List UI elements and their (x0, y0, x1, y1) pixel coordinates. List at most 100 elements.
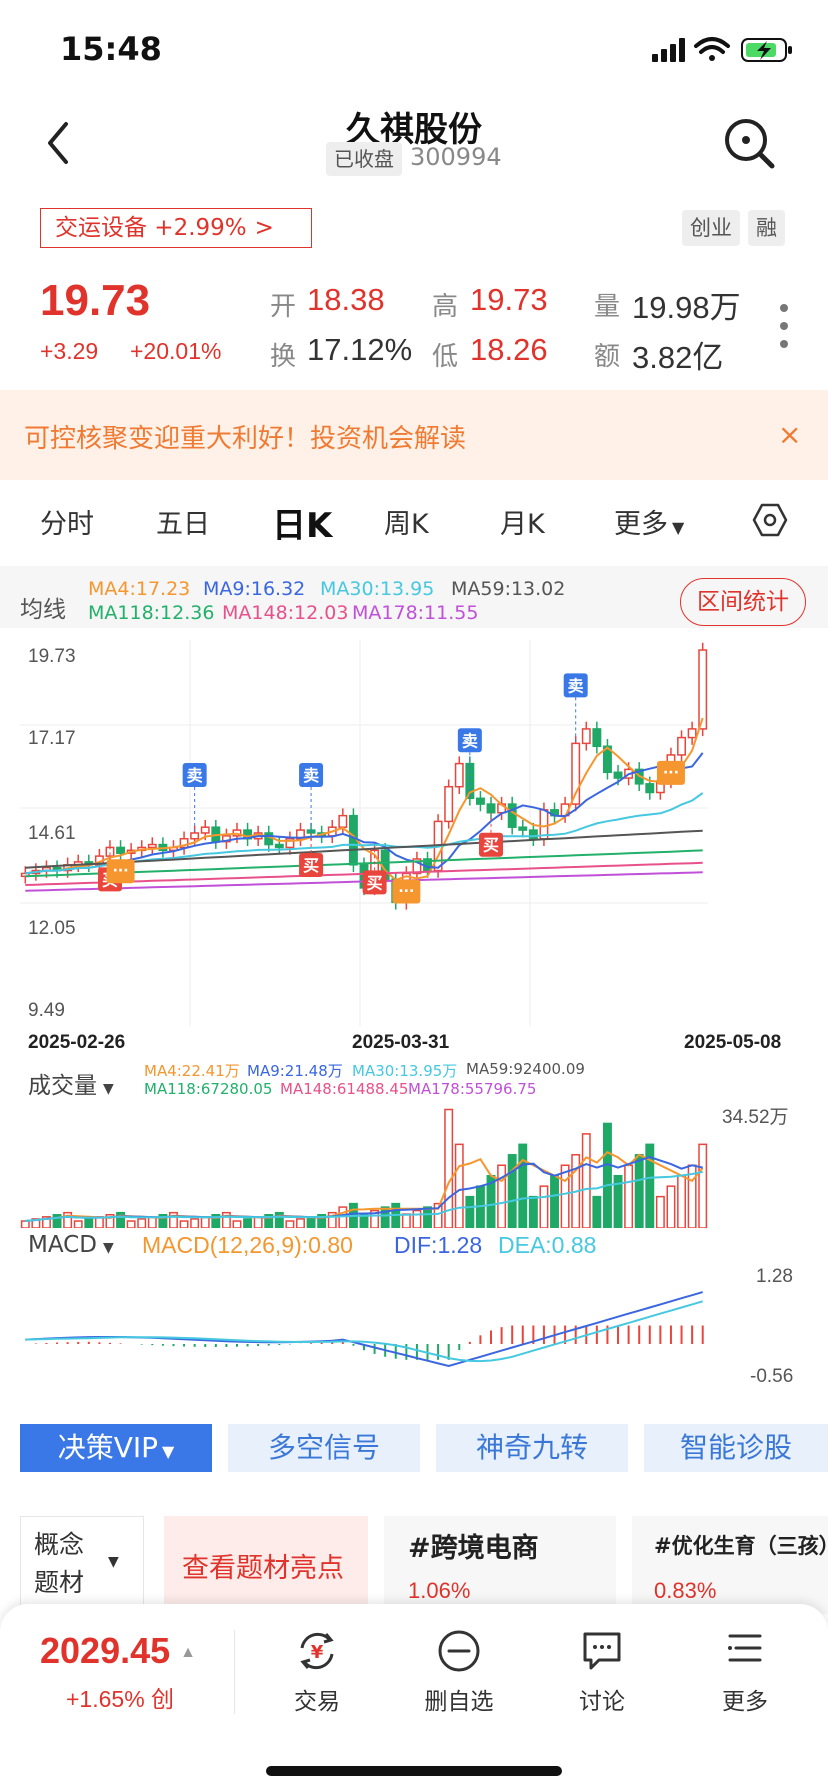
volume-bar (412, 1209, 422, 1228)
sell-signal-bg (457, 728, 482, 753)
close-icon[interactable]: × (778, 418, 802, 451)
volume-bar (423, 1206, 432, 1228)
theme-highlights-label[interactable]: 查看题材亮点 (182, 1553, 344, 1584)
board-tag-margin: 融 (748, 210, 785, 246)
remove-watchlist-icon[interactable] (436, 1628, 482, 1674)
volume-chart[interactable] (20, 1098, 808, 1228)
banner-text[interactable]: 可控核聚变迎重大利好！投资机会解读 (24, 424, 467, 454)
candle-body (264, 832, 274, 846)
macd-title[interactable]: MACD ▼ (28, 1232, 114, 1258)
more-vertical-icon[interactable] (774, 302, 794, 350)
volume-bar (105, 1214, 115, 1228)
volume-bar (296, 1218, 305, 1228)
more-signal: ··· (663, 765, 679, 781)
tab-five-day[interactable]: 五日 (156, 509, 210, 540)
settings-icon[interactable] (752, 502, 788, 538)
nav-trade[interactable]: 交易 (294, 1689, 340, 1715)
tab-monthly-k[interactable]: 月K (500, 509, 545, 540)
tab-more[interactable]: 更多 ▼ (614, 502, 684, 541)
caret-down-icon: ▼ (108, 1554, 119, 1570)
candle-body (475, 797, 485, 805)
volume-bar (179, 1220, 189, 1228)
candle-body (465, 762, 475, 800)
caret-down-icon: ▼ (103, 1081, 114, 1097)
news-banner[interactable] (0, 390, 828, 480)
nav-remove-watchlist[interactable]: 删自选 (424, 1689, 494, 1715)
date-label-end: 2025-05-08 (684, 1032, 782, 1053)
more-signal: ··· (113, 863, 129, 879)
ma118-line (25, 849, 703, 878)
range-stats-button[interactable]: 区间统计 (680, 578, 806, 626)
candle-body (518, 826, 528, 831)
macd-chart[interactable] (20, 1262, 808, 1392)
candle-body (486, 803, 496, 814)
decision-vip-button[interactable]: 决策VIP ▼ (20, 1424, 212, 1472)
tab-intraday[interactable]: 分时 (40, 509, 94, 540)
magic-nine-button[interactable]: 神奇九转 (436, 1424, 628, 1472)
battery-icon (741, 38, 792, 62)
tab-weekly-k[interactable]: 周K (384, 509, 429, 540)
open-value: 18.38 (307, 282, 385, 317)
cellular-signal-icon (652, 38, 685, 62)
volume-bar (698, 1143, 708, 1228)
volume-bar (327, 1211, 337, 1228)
price-axis-label: 12.05 (28, 918, 76, 939)
volume-bar (126, 1220, 136, 1228)
svg-text:¥: ¥ (311, 1642, 324, 1663)
caret-down-icon: ▼ (102, 1240, 114, 1256)
volume-bar (666, 1185, 676, 1228)
volume-bar (317, 1214, 327, 1228)
theme-highlights-card[interactable] (164, 1516, 368, 1614)
candle-body (571, 742, 581, 805)
smart-diagnosis-button[interactable]: 智能诊股 (644, 1424, 828, 1472)
volume-bar (264, 1214, 274, 1228)
topic-card[interactable] (384, 1516, 616, 1614)
date-label-start: 2025-02-26 (28, 1032, 126, 1053)
volume-bar (232, 1220, 242, 1228)
volume-ma-item: MA59:92400.09 (466, 1060, 585, 1078)
sector-tag[interactable]: 交运设备 +2.99% > (40, 208, 312, 248)
trade-icon[interactable]: ¥ (294, 1628, 340, 1674)
buy-signal-bg (479, 832, 504, 857)
more-signal: ··· (398, 883, 414, 899)
more-signal-bg (392, 879, 421, 904)
price-axis-label: 17.17 (28, 728, 76, 749)
menu-icon[interactable] (722, 1628, 768, 1674)
ma-item: MA9:16.32 (203, 578, 306, 600)
back-button[interactable] (40, 118, 80, 168)
volume-bar (634, 1154, 644, 1228)
buy-signal-bg (299, 852, 324, 877)
index-value[interactable]: 2029.45 ▲ (40, 1630, 196, 1672)
volume-bar (401, 1213, 411, 1228)
kline-chart[interactable]: 买买买买卖卖卖卖········· (20, 640, 808, 1026)
ma-title: 均线 (20, 597, 66, 623)
candle-body (274, 843, 284, 849)
volume-bar (539, 1185, 549, 1228)
dif-line (25, 1291, 703, 1368)
wifi-icon (694, 37, 730, 61)
index-tag: 创 (151, 1686, 175, 1712)
volume-ma-item: MA118:67280.05 (144, 1080, 273, 1098)
candle-body (116, 846, 126, 854)
long-short-signal-button[interactable]: 多空信号 (228, 1424, 420, 1472)
discussion-icon[interactable] (579, 1628, 625, 1674)
candle-body (613, 771, 623, 779)
nav-more[interactable]: 更多 (722, 1689, 768, 1715)
volume-bar (274, 1211, 284, 1228)
topic-card[interactable] (632, 1516, 828, 1614)
candle-body (528, 829, 538, 840)
volume-ma-item: MA148:61488.45 (280, 1080, 409, 1098)
price-axis-label: 14.61 (28, 823, 76, 844)
candle-body (592, 728, 602, 748)
volume-bar (243, 1218, 253, 1228)
tab-daily-k[interactable]: 日K (272, 506, 333, 546)
index-value-text: 2029.45 (40, 1630, 171, 1671)
ma-item: MA4:17.23 (88, 578, 191, 600)
volume-bar (518, 1143, 528, 1228)
volume-bar (158, 1214, 168, 1228)
volume-bar (20, 1220, 30, 1228)
search-icon[interactable] (722, 116, 778, 172)
volume-title[interactable]: 成交量 ▼ (28, 1066, 114, 1100)
nav-discussion[interactable]: 讨论 (579, 1689, 625, 1715)
sell-signal: 卖 (187, 766, 203, 785)
